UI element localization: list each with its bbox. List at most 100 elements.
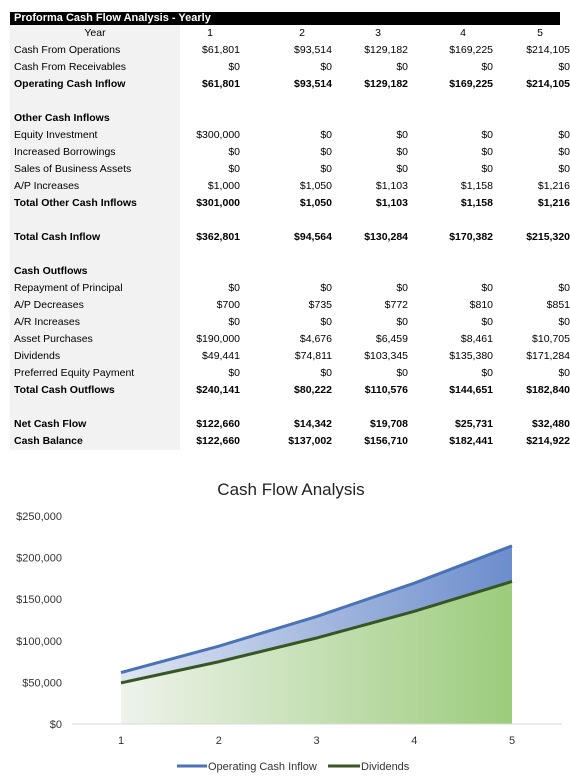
row-label	[10, 212, 180, 229]
spacer-row	[10, 93, 560, 110]
cell-value: $0	[320, 316, 332, 328]
cell-value: $0	[558, 129, 570, 141]
x-tick-label: 3	[313, 735, 319, 747]
row-label: Equity Investment	[10, 127, 180, 144]
spacer-row	[10, 246, 560, 263]
cell-value: $122,660	[196, 418, 240, 430]
cell-value: $169,225	[449, 44, 493, 56]
y-tick-label: $250,000	[16, 511, 62, 523]
table-row: A/P Decreases $700 $735 $772 $810 $851	[10, 297, 570, 314]
table-row: Dividends $49,441 $74,811 $103,345 $135,380 $…	[10, 348, 570, 365]
cash-flow-table: Proforma Cash Flow Analysis - Yearly Yea…	[10, 10, 570, 450]
cell-value: $49,441	[202, 350, 240, 362]
cell-value: $144,651	[449, 384, 493, 396]
dividends-line	[120, 580, 513, 685]
row-label: Net Cash Flow	[10, 416, 180, 433]
table-row: Cash Balance $122,660 $137,002 $156,710 $182…	[10, 433, 570, 450]
cell-value: $190,000	[196, 333, 240, 345]
cell-value: $122,660	[196, 435, 240, 447]
cell-value: $215,320	[526, 231, 570, 243]
spacer-row	[10, 212, 560, 229]
cell-value: $1,050	[299, 180, 332, 192]
year-header: 1	[207, 27, 213, 39]
cell-value: $1,050	[299, 197, 332, 209]
x-tick-label: 5	[509, 735, 515, 747]
x-tick-label: 1	[118, 735, 124, 747]
operating-cash-inflow-area	[121, 545, 512, 683]
cell-value: $1,216	[537, 180, 570, 192]
cell-value: $0	[320, 146, 332, 158]
row-label: A/P Decreases	[10, 297, 180, 314]
row-label	[10, 93, 180, 110]
cell-value: $129,182	[364, 44, 408, 56]
table-row: Total Other Cash Inflows $301,000 $1,050 $1…	[10, 195, 570, 212]
row-label: Increased Borrowings	[10, 144, 180, 161]
cell-value: $0	[396, 146, 408, 158]
row-label: Dividends	[10, 348, 180, 365]
cell-value: $240,141	[196, 384, 240, 396]
y-tick-label: $150,000	[16, 594, 62, 606]
cell-value: $130,284	[364, 231, 408, 243]
table-row: Operating Cash Inflow $61,801 $93,514 $129,…	[10, 76, 570, 93]
cell-value: $8,461	[460, 333, 493, 345]
cell-value: $362,801	[196, 231, 240, 243]
cell-value: $214,105	[526, 78, 570, 90]
row-label: A/R Increases	[10, 314, 180, 331]
cell-value: $0	[396, 129, 408, 141]
cell-value: $25,731	[455, 418, 493, 430]
cell-value: $14,342	[294, 418, 332, 430]
cell-value: $80,222	[294, 384, 332, 396]
cell-value: $0	[558, 61, 570, 73]
y-tick-label: $50,000	[22, 677, 62, 689]
table-row: Cash Outflows	[10, 263, 560, 280]
operating-cash-inflow-line	[120, 544, 513, 675]
table-row: Asset Purchases $190,000 $4,676 $6,459 $8,46…	[10, 331, 570, 348]
cell-value: $300,000	[196, 129, 240, 141]
table-row: Sales of Business Assets $0 $0 $0 $0 $0	[10, 161, 570, 178]
cell-value: $0	[228, 61, 240, 73]
cell-value: $0	[228, 163, 240, 175]
cell-value: $103,345	[364, 350, 408, 362]
cell-value: $301,000	[196, 197, 240, 209]
cell-value: $93,514	[294, 44, 332, 56]
cell-value: $0	[228, 146, 240, 158]
cell-value: $0	[558, 146, 570, 158]
cell-value: $0	[320, 282, 332, 294]
table-row: Increased Borrowings $0 $0 $0 $0 $0	[10, 144, 570, 161]
table-title: Proforma Cash Flow Analysis - Yearly	[10, 12, 560, 25]
table-row: Repayment of Principal $0 $0 $0 $0 $0	[10, 280, 570, 297]
cell-value: $0	[396, 61, 408, 73]
cell-value: $170,382	[449, 231, 493, 243]
table-row: Other Cash Inflows	[10, 110, 560, 127]
row-label: Cash From Operations	[10, 42, 180, 59]
cell-value: $0	[481, 316, 493, 328]
year-header-label: Year	[10, 25, 180, 42]
row-label: Total Other Cash Inflows	[10, 195, 180, 212]
y-tick-label: $0	[50, 719, 62, 731]
cell-value: $19,708	[370, 418, 408, 430]
row-label: Cash Outflows	[10, 263, 180, 280]
row-label: Cash Balance	[10, 433, 180, 450]
cell-value: $0	[320, 61, 332, 73]
table-row: Cash From Receivables $0 $0 $0 $0 $0	[10, 59, 570, 76]
cell-value: $214,105	[526, 44, 570, 56]
row-label: Repayment of Principal	[10, 280, 180, 297]
table-row: A/R Increases $0 $0 $0 $0 $0	[10, 314, 570, 331]
year-header-row: Year 1 2 3 4 5	[10, 25, 560, 42]
cell-value: $4,676	[299, 333, 332, 345]
cell-value: $0	[228, 367, 240, 379]
row-label: Preferred Equity Payment	[10, 365, 180, 382]
cell-value: $0	[320, 163, 332, 175]
cell-value: $61,801	[202, 44, 240, 56]
cell-value: $1,000	[207, 180, 240, 192]
cell-value: $0	[481, 61, 493, 73]
cell-value: $156,710	[364, 435, 408, 447]
cell-value: $135,380	[449, 350, 493, 362]
year-header: 4	[460, 27, 466, 39]
cell-value: $0	[396, 316, 408, 328]
cell-value: $171,284	[526, 350, 570, 362]
year-header: 5	[537, 27, 543, 39]
cell-value: $1,216	[537, 197, 570, 209]
cell-value: $182,441	[449, 435, 493, 447]
cash-flow-chart: Cash Flow Analysis $0 $50,000 $100,000 $150…	[16, 480, 562, 773]
